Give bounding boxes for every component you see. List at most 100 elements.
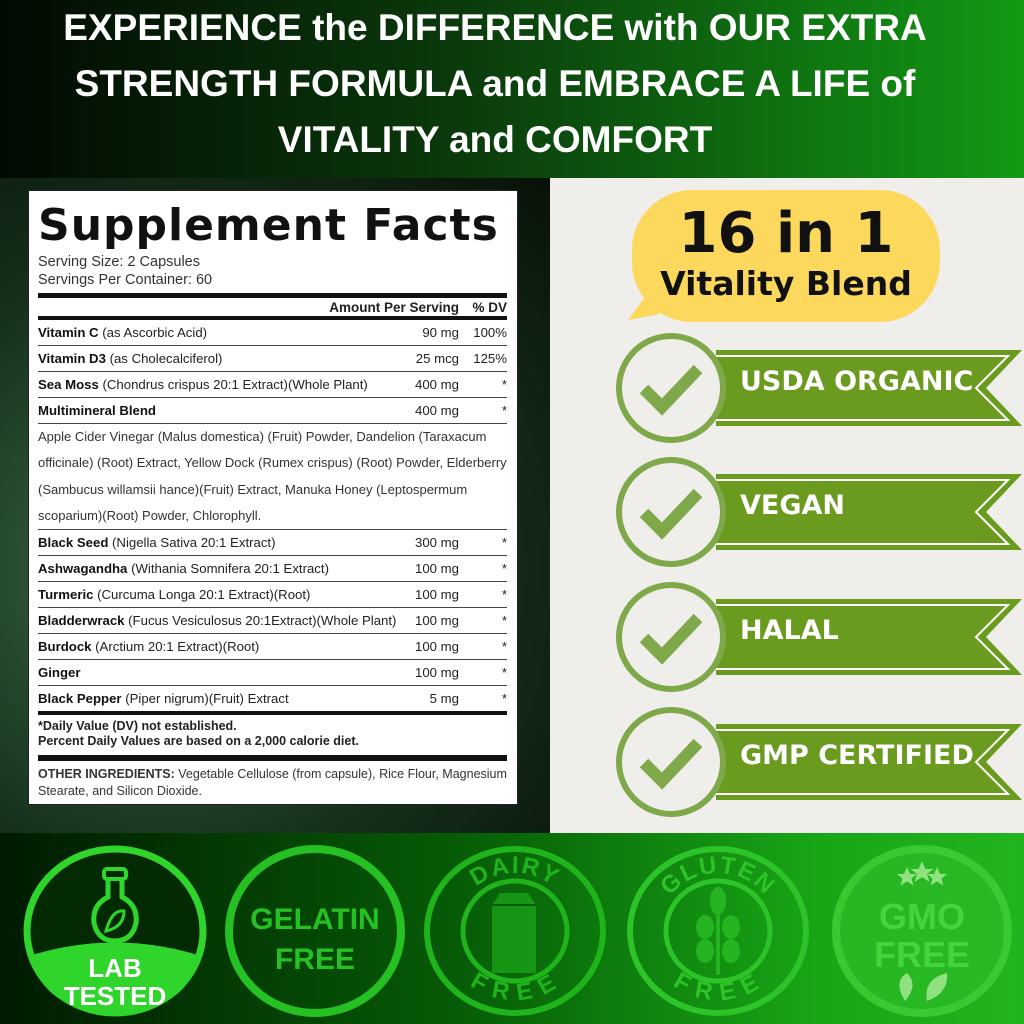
other-label: OTHER INGREDIENTS: <box>38 767 175 782</box>
milk-carton-icon: DAIRY FREE <box>424 846 606 1016</box>
ingredient-amount: 100 mg <box>415 587 459 603</box>
flask-leaf-icon: LAB TESTED <box>23 845 207 1017</box>
footnote: *Daily Value (DV) not established. Perce… <box>38 711 507 762</box>
serving-size: Serving Size: 2 Capsules <box>38 254 200 270</box>
facts-row: Black Seed (Nigella Sativa 20:1 Extract)… <box>38 530 507 557</box>
certification-vegan: VEGAN <box>616 457 1024 567</box>
facts-row: Bladderwrack (Fucus Vesiculosus 20:1Extr… <box>38 608 507 635</box>
ingredient-name: Multimineral Blend <box>38 403 156 418</box>
ribbon <box>716 599 1022 675</box>
certification-halal: HALAL <box>616 582 1024 692</box>
ingredient-dv: * <box>501 535 507 551</box>
ingredient-dv: * <box>501 377 507 392</box>
badge-gmo-free: GMO FREE <box>827 845 1017 1017</box>
check-circle <box>616 457 726 567</box>
ingredient-name: Ashwagandha (Withania Somnifera 20:1 Ext… <box>38 561 329 577</box>
ingredient-amount: 100 mg <box>415 665 459 681</box>
servings-per-container: Servings Per Container: 60 <box>38 272 213 288</box>
facts-row: Sea Moss (Chondrus crispus 20:1 Extract)… <box>38 372 507 398</box>
flask-leaf-icon <box>91 867 139 944</box>
badge-gluten-free: GLUTEN FREE <box>623 845 813 1017</box>
headline-banner: EXPERIENCE the DIFFERENCE with OUR EXTRA… <box>0 0 1024 178</box>
facts-row: Ginger 100 mg * <box>38 660 507 687</box>
certification-label: GMP CERTIFIED <box>740 740 974 771</box>
ingredient-name: Turmeric (Curcuma Longa 20:1 Extract)(Ro… <box>38 587 311 603</box>
checkmark-icon <box>639 613 703 665</box>
svg-text:FREE: FREE <box>874 934 970 975</box>
ingredient-dv: * <box>501 587 507 603</box>
other-text: Vegetable Cellulose (from capsule), Rice… <box>38 767 507 799</box>
ingredient-name: Black Pepper (Piper nigrum)(Fruit) Extra… <box>38 691 289 707</box>
supplement-facts-panel: Supplement Facts Serving Size: 2 Capsule… <box>28 190 518 805</box>
ingredient-name: Ginger <box>38 665 81 681</box>
blend-bubble: 16 in 1 Vitality Blend <box>632 190 940 322</box>
wheat-icon <box>696 887 740 975</box>
facts-row: Vitamin D3 (as Cholecalciferol) 25 mcg 125… <box>38 346 507 372</box>
certification-label: HALAL <box>740 615 839 646</box>
ingredient-dv: 125% <box>473 351 507 366</box>
bubble-count: 16 in 1 <box>678 201 894 266</box>
headline-line: STRENGTH FORMULA and EMBRACE A LIFE of <box>74 63 916 104</box>
check-circle <box>616 582 726 692</box>
ingredient-dv: * <box>501 665 507 681</box>
svg-text:FREE: FREE <box>466 967 563 1006</box>
ingredient-dv: * <box>501 691 507 707</box>
ribbon <box>716 350 1022 426</box>
checkmark-icon <box>639 488 703 540</box>
svg-text:TESTED: TESTED <box>64 981 167 1011</box>
bubble-label: Vitality Blend <box>660 264 912 303</box>
check-circle <box>616 333 726 443</box>
headline-line: VITALITY and COMFORT <box>277 119 713 160</box>
facts-title: Supplement Facts <box>38 200 499 251</box>
ribbon <box>716 724 1022 800</box>
ingredient-name: Sea Moss (Chondrus crispus 20:1 Extract)… <box>38 377 368 392</box>
facts-row: Vitamin C (as Ascorbic Acid) 90 mg 100% <box>38 320 507 346</box>
milk-carton-icon <box>492 893 536 973</box>
ingredient-amount: 100 mg <box>415 561 459 577</box>
ingredient-dv: * <box>501 561 507 577</box>
certification-gmp-certified: GMP CERTIFIED <box>616 707 1024 817</box>
dv-header: % DV <box>472 299 507 315</box>
facts-row: Multimineral Blend 400 mg * <box>38 398 507 424</box>
svg-text:GMO: GMO <box>879 896 965 937</box>
ingredient-amount: 5 mg <box>429 691 459 707</box>
amount-header: Amount Per Serving <box>329 299 459 315</box>
certification-label: VEGAN <box>740 490 845 521</box>
ingredient-dv: * <box>501 403 507 418</box>
leaves-stars-icon <box>897 861 948 1001</box>
ingredient-amount: 300 mg <box>415 535 459 551</box>
certification-usda-organic: USDA ORGANIC <box>616 333 1024 443</box>
leaves-stars-icon: GMO FREE <box>832 845 1012 1017</box>
facts-row: Turmeric (Curcuma Longa 20:1 Extract)(Ro… <box>38 582 507 609</box>
ingredient-amount: 400 mg <box>415 377 459 392</box>
facts-row: Black Pepper (Piper nigrum)(Fruit) Extra… <box>38 686 507 713</box>
ingredient-name: Bladderwrack (Fucus Vesiculosus 20:1Extr… <box>38 613 397 629</box>
badge-dairy-free: DAIRY FREE <box>420 845 610 1017</box>
ingredient-dv: * <box>501 613 507 629</box>
headline-line: EXPERIENCE the DIFFERENCE with OUR EXTRA <box>63 7 927 48</box>
ingredient-name: Vitamin C (as Ascorbic Acid) <box>38 325 208 340</box>
none: GELATIN FREE <box>225 845 405 1017</box>
facts-row: Burdock (Arctium 20:1 Extract)(Root) 100 … <box>38 634 507 661</box>
svg-text:GELATIN: GELATIN <box>250 903 379 936</box>
wheat-icon: GLUTEN FREE <box>627 846 809 1016</box>
checkmark-icon <box>639 738 703 790</box>
facts-header-row: Amount Per Serving % DV <box>38 298 507 320</box>
ingredient-amount: 25 mcg <box>415 351 459 366</box>
footnote-calorie: Percent Daily Values are based on a 2,00… <box>38 734 359 749</box>
check-circle <box>616 707 726 817</box>
ingredient-amount: 100 mg <box>415 639 459 655</box>
svg-text:LAB: LAB <box>88 953 141 983</box>
ingredient-dv: 100% <box>473 325 507 340</box>
ingredient-name: Vitamin D3 (as Cholecalciferol) <box>38 351 223 366</box>
ingredient-name: Burdock (Arctium 20:1 Extract)(Root) <box>38 639 260 655</box>
blend-ingredients: Apple Cider Vinegar (Malus domestica) (F… <box>38 424 507 531</box>
ingredient-amount: 100 mg <box>415 613 459 629</box>
ingredient-amount: 90 mg <box>422 325 459 340</box>
badge-lab-tested: LAB TESTED <box>20 845 210 1017</box>
checkmark-icon <box>639 364 703 416</box>
other-ingredients: OTHER INGREDIENTS: Vegetable Cellulose (… <box>38 761 507 800</box>
svg-text:FREE: FREE <box>275 943 355 976</box>
ingredient-dv: * <box>501 639 507 655</box>
ingredient-amount: 400 mg <box>415 403 459 418</box>
